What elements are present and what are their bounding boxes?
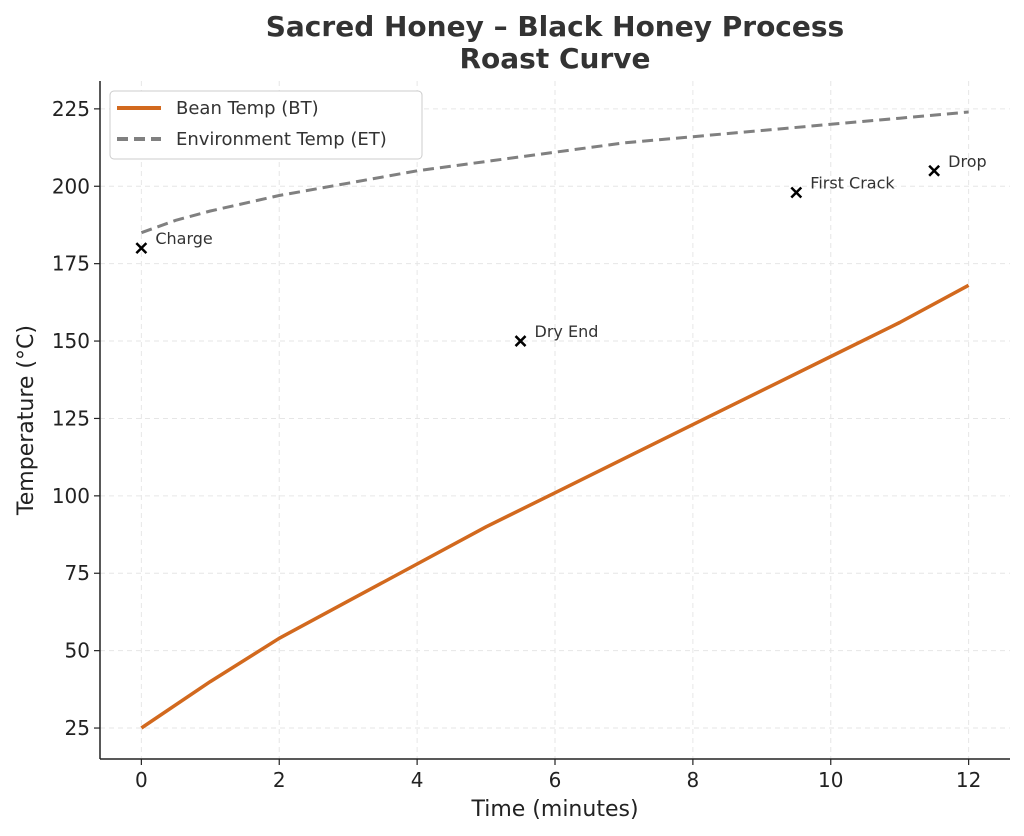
x-marker-icon	[514, 335, 527, 347]
legend: Bean Temp (BT) Environment Temp (ET)	[109, 90, 423, 160]
annotation-first-crack: First Crack	[790, 173, 895, 199]
y-tick-label: 200	[52, 174, 90, 198]
x-tick-label: 10	[818, 768, 843, 792]
axes: 0 2 4 6 8 10 12 25 50 75 100 125 150 175 200 225	[52, 81, 1010, 792]
x-tick-label: 0	[135, 768, 148, 792]
x-tick-label: 12	[956, 768, 981, 792]
annotation-label: First Crack	[810, 173, 895, 192]
annotation-drop: Drop	[928, 152, 987, 177]
bean-temp-line	[140, 283, 970, 730]
annotation-charge: Charge	[135, 229, 213, 255]
x-tick-label: 4	[411, 768, 424, 792]
x-axis-label: Time (minutes)	[470, 797, 638, 822]
series-lines	[140, 110, 970, 730]
annotations: Charge Dry End First Crack Drop	[135, 152, 987, 347]
annotation-label: Dry End	[535, 322, 599, 341]
y-tick-label: 225	[52, 97, 90, 121]
x-tick-label: 6	[549, 768, 562, 792]
env-temp-line	[140, 110, 969, 235]
x-tick-label: 8	[687, 768, 700, 792]
y-tick-label: 25	[65, 716, 90, 740]
legend-label-env-temp: Environment Temp (ET)	[176, 129, 387, 150]
annotation-label: Drop	[948, 152, 987, 171]
chart-title-line-2: Roast Curve	[459, 42, 650, 75]
y-tick-label: 75	[65, 561, 90, 585]
legend-label-bean-temp: Bean Temp (BT)	[176, 98, 319, 119]
annotation-dry-end: Dry End	[514, 322, 599, 347]
y-tick-label: 175	[52, 252, 90, 276]
legend-box	[109, 90, 423, 160]
y-axis-label: Temperature (°C)	[14, 325, 39, 516]
y-tick-label: 100	[52, 484, 90, 508]
x-tick-label: 2	[273, 768, 286, 792]
y-tick-label: 150	[52, 329, 90, 353]
x-marker-icon	[135, 242, 148, 255]
chart-title-line-1: Sacred Honey – Black Honey Process	[266, 10, 844, 43]
y-tick-label: 50	[65, 639, 90, 663]
x-marker-icon	[790, 186, 803, 199]
annotation-label: Charge	[155, 229, 212, 248]
y-tick-label: 125	[52, 406, 90, 430]
x-marker-icon	[928, 164, 941, 177]
